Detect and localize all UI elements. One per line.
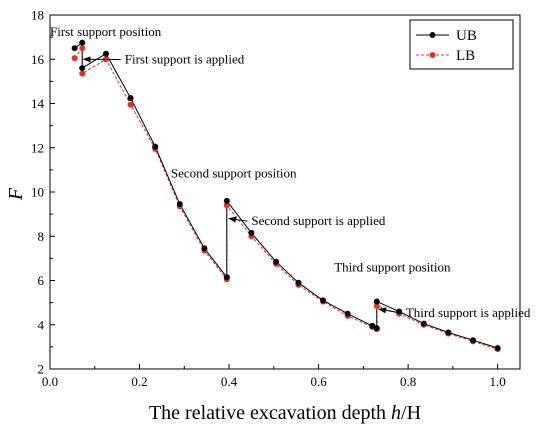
data-point-ub bbox=[470, 337, 476, 344]
annotation-text: Second support position bbox=[171, 166, 297, 181]
x-axis-title: The relative excavation depth h/H bbox=[149, 402, 421, 424]
data-point-ub bbox=[373, 325, 380, 332]
legend-box bbox=[409, 19, 514, 70]
series-line-lb bbox=[74, 46, 498, 350]
x-tick-label: 0.6 bbox=[310, 374, 327, 389]
x-axis-title-part: The relative excavation depth bbox=[149, 402, 391, 424]
annotation-text: First support is applied bbox=[125, 52, 245, 67]
legend: UB LB bbox=[409, 19, 514, 70]
data-point-ub bbox=[320, 297, 327, 304]
legend-marker-ub bbox=[429, 32, 436, 38]
data-point-ub bbox=[79, 39, 86, 46]
data-point-lb bbox=[223, 202, 230, 209]
y-tick-label: 4 bbox=[38, 317, 45, 332]
y-tick-label: 16 bbox=[31, 52, 45, 67]
y-tick-label: 10 bbox=[31, 185, 44, 200]
annotation-arrow bbox=[228, 216, 248, 223]
x-tick-label: 0.2 bbox=[131, 374, 147, 389]
data-point-ub bbox=[344, 310, 351, 317]
data-point-ub bbox=[152, 143, 159, 150]
data-point-ub bbox=[445, 329, 452, 336]
y-tick-label: 6 bbox=[38, 273, 45, 288]
x-axis-title-part: /H bbox=[401, 402, 421, 424]
data-point-ub bbox=[71, 45, 78, 52]
y-tick-label: 8 bbox=[38, 229, 45, 244]
y-axis-title: F bbox=[5, 187, 27, 201]
series-line-ub bbox=[74, 41, 498, 349]
data-point-ub bbox=[369, 322, 376, 329]
y-tick-label: 2 bbox=[38, 362, 45, 377]
data-point-ub bbox=[373, 298, 380, 305]
data-point-ub bbox=[396, 308, 403, 315]
y-tick-label: 14 bbox=[31, 96, 45, 111]
x-tick-label: 0.4 bbox=[221, 374, 238, 389]
axis-ticks: 0.0 0.2 0.4 0.6 0.8 1.0 2 4 6 8 10 12 14 16 18 bbox=[31, 8, 506, 390]
legend-marker-lb bbox=[429, 52, 436, 58]
data-point-ub bbox=[102, 50, 109, 57]
data-point-ub bbox=[420, 320, 427, 327]
data-point-lb bbox=[79, 45, 86, 52]
data-point-lb bbox=[79, 70, 86, 77]
x-tick-label: 0.0 bbox=[42, 374, 58, 389]
data-point-ub bbox=[223, 197, 230, 204]
annotation-layer: First support position First support is a… bbox=[50, 24, 531, 320]
data-point-ub bbox=[176, 201, 183, 208]
annotation-text: Third support position bbox=[334, 260, 451, 275]
y-tick-label: 18 bbox=[31, 8, 44, 23]
data-point-ub bbox=[79, 65, 86, 72]
legend-label-ub: UB bbox=[456, 28, 477, 44]
y-tick-label: 12 bbox=[31, 140, 44, 155]
x-tick-label: 0.8 bbox=[400, 374, 416, 389]
annotation-text: First support position bbox=[50, 24, 162, 39]
data-point-ub bbox=[248, 229, 255, 236]
x-axis-title-part: h bbox=[391, 402, 401, 424]
annotation-text: Third support is applied bbox=[406, 305, 531, 320]
series-layer bbox=[71, 39, 501, 353]
data-point-ub bbox=[295, 279, 302, 286]
x-tick-label: 1.0 bbox=[489, 374, 505, 389]
data-point-ub bbox=[223, 274, 230, 281]
annotation-arrow bbox=[378, 307, 402, 314]
data-point-ub bbox=[494, 344, 501, 351]
data-point-ub bbox=[127, 94, 134, 101]
data-point-ub bbox=[201, 245, 208, 252]
data-point-ub bbox=[273, 258, 280, 265]
annotation-text: Second support is applied bbox=[251, 213, 385, 228]
legend-label-lb: LB bbox=[456, 48, 475, 64]
data-point-lb bbox=[127, 101, 134, 108]
data-point-lb bbox=[71, 55, 78, 62]
